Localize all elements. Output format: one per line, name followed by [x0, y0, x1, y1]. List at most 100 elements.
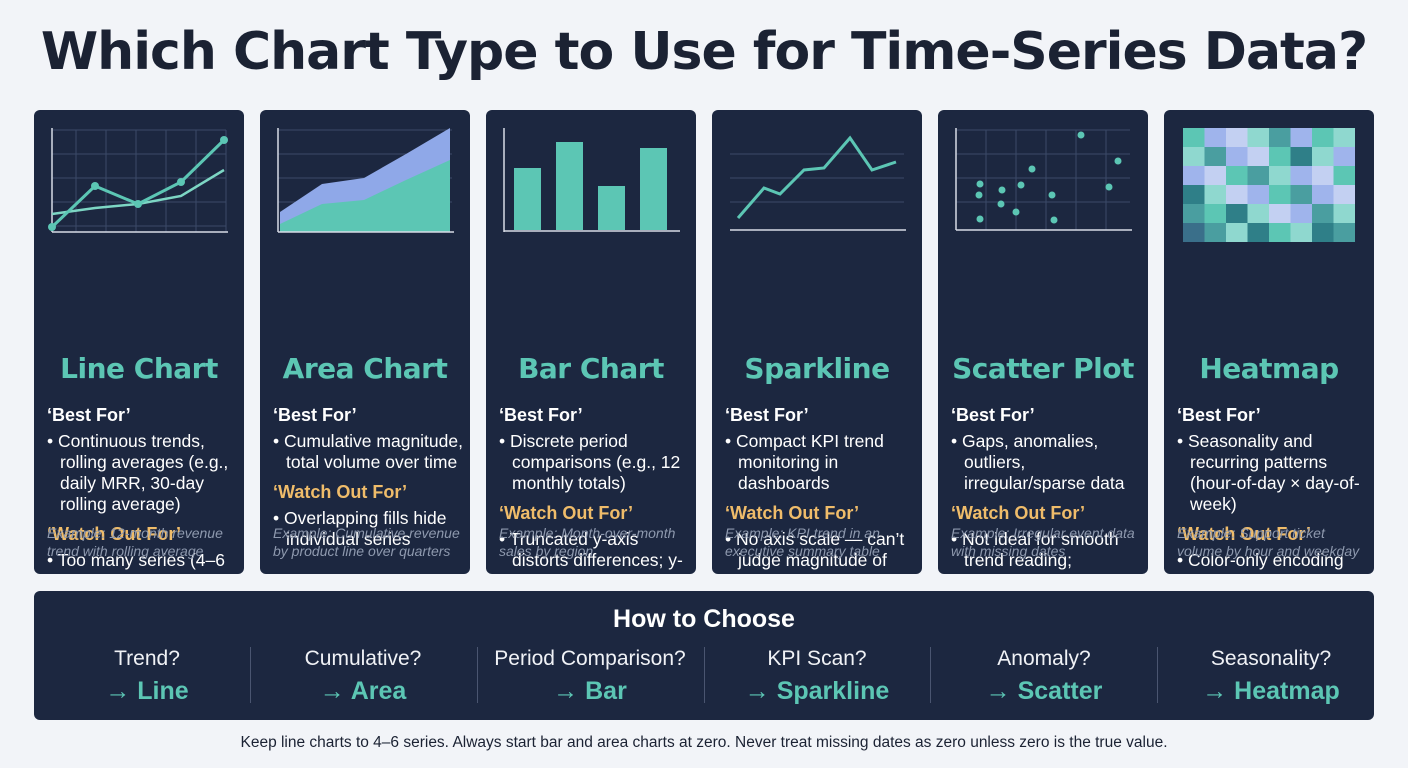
- heatmap-cell: [1312, 166, 1334, 185]
- watch-out-label: ‘Watch Out For’: [499, 503, 633, 523]
- best-for-label: ‘Best For’: [725, 405, 809, 425]
- card-area-chart: Area Chart ‘Best For’ • Cumulative magni…: [260, 110, 470, 574]
- card-scatter-plot: Scatter Plot ‘Best For’ • Gaps, anomalie…: [938, 110, 1148, 574]
- area-chart-icon: [277, 128, 454, 233]
- heatmap-cell: [1183, 166, 1205, 185]
- divider: [250, 647, 251, 703]
- heatmap-cell: [1290, 128, 1312, 147]
- heatmap-cell: [1226, 185, 1248, 204]
- heatmap-cell: [1247, 223, 1269, 242]
- card-line-chart: Line Chart ‘Best For’ • Continuous trend…: [34, 110, 244, 574]
- choose-question: Period Comparison?: [494, 647, 686, 670]
- choose-item-anomaly: Anomaly? → Scatter: [931, 647, 1157, 706]
- page-title: Which Chart Type to Use for Time-Series …: [40, 22, 1368, 82]
- choose-question: Cumulative?: [304, 647, 422, 670]
- scatter-plot-icon: [955, 128, 1132, 231]
- card-title: Line Chart: [60, 352, 218, 385]
- choose-answer: → Heatmap: [1202, 677, 1340, 705]
- heatmap-cell: [1247, 185, 1269, 204]
- heatmap-cell: [1333, 204, 1355, 223]
- best-for-label: ‘Best For’: [1177, 405, 1261, 425]
- heatmap-cell: [1312, 204, 1334, 223]
- watch-out-item: • Overlapping fills hide individual seri…: [273, 508, 447, 549]
- best-for-item: • Gaps, anomalies, outliers, irregular/s…: [951, 431, 1125, 493]
- watch-out-item: • Color-only encoding misleads; use high…: [1177, 550, 1344, 574]
- heatmap-cell: [1269, 223, 1291, 242]
- example-text: Example: KPI trend in an executive summa…: [725, 525, 880, 559]
- heatmap-cell: [1247, 166, 1269, 185]
- heatmap-cell: [1333, 147, 1355, 166]
- best-for-item: • Compact KPI trend monitoring in dashbo…: [725, 431, 884, 493]
- watch-out-label: ‘Watch Out For’: [725, 503, 859, 523]
- heatmap-icon: [1183, 128, 1355, 242]
- watch-out-item: • Too many series (4–6 max) → spaghetti …: [47, 550, 225, 574]
- heatmap-cell: [1226, 128, 1248, 147]
- watch-out-label: ‘Watch Out For’: [1177, 524, 1311, 544]
- heatmap-cell: [1290, 204, 1312, 223]
- heatmap-cell: [1183, 204, 1205, 223]
- choose-answer: → Scatter: [985, 677, 1103, 705]
- heatmap-cell: [1333, 166, 1355, 185]
- watch-out-label: ‘Watch Out For’: [47, 524, 181, 544]
- best-for-item: • Continuous trends, rolling averages (e…: [47, 431, 229, 514]
- heatmap-cell: [1312, 223, 1334, 242]
- heatmap-cell: [1269, 185, 1291, 204]
- heatmap-cell: [1204, 128, 1226, 147]
- card-title: Area Chart: [282, 352, 448, 385]
- heatmap-cell: [1269, 166, 1291, 185]
- watch-out-label: ‘Watch Out For’: [273, 482, 407, 502]
- best-for-item: • Cumulative magnitude, total volume ove…: [273, 431, 463, 472]
- card-title: Scatter Plot: [952, 352, 1134, 385]
- divider: [1157, 647, 1158, 703]
- heatmap-cell: [1312, 147, 1334, 166]
- watch-out-item: • Not ideal for smooth trend reading; ov…: [951, 529, 1130, 574]
- heatmap-cell: [1226, 223, 1248, 242]
- how-to-choose-panel: How to Choose Trend? → Line Cumulative? …: [34, 591, 1374, 720]
- heatmap-cell: [1290, 166, 1312, 185]
- watch-out-label: ‘Watch Out For’: [951, 503, 1085, 523]
- sparkline-icon: [730, 135, 906, 231]
- footer-note: Keep line charts to 4–6 series. Always s…: [240, 734, 1168, 751]
- heatmap-cell: [1204, 185, 1226, 204]
- example-text: Example: Cumulative revenue by product l…: [273, 525, 460, 559]
- example-text: Example: Month-over-month sales by regio…: [499, 525, 676, 559]
- heatmap-cell: [1333, 223, 1355, 242]
- card-title: Bar Chart: [518, 352, 664, 385]
- heatmap-cell: [1269, 204, 1291, 223]
- choose-question: Anomaly?: [997, 647, 1091, 670]
- heatmap-cell: [1269, 147, 1291, 166]
- heatmap-cell: [1312, 185, 1334, 204]
- heatmap-cell: [1226, 147, 1248, 166]
- how-to-choose-title: How to Choose: [613, 605, 795, 633]
- choose-answer: → Line: [105, 677, 189, 705]
- heatmap-cell: [1269, 128, 1291, 147]
- heatmap-cell: [1183, 185, 1205, 204]
- choose-item-kpi-scan: KPI Scan? → Sparkline: [704, 647, 930, 706]
- heatmap-cell: [1183, 223, 1205, 242]
- best-for-item: • Seasonality and recurring patterns (ho…: [1177, 431, 1360, 514]
- choose-answer: → Bar: [553, 677, 627, 705]
- card-sparkline: Sparkline ‘Best For’ • Compact KPI trend…: [712, 110, 922, 574]
- heatmap-cell: [1226, 204, 1248, 223]
- choose-item-trend: Trend? → Line: [34, 647, 260, 706]
- heatmap-cell: [1247, 128, 1269, 147]
- example-text: Example: 12-month revenue trend with rol…: [47, 525, 223, 559]
- heatmap-cell: [1247, 204, 1269, 223]
- divider: [930, 647, 931, 703]
- best-for-label: ‘Best For’: [499, 405, 583, 425]
- watch-out-item: • Truncated y-axis distorts differences;…: [499, 529, 683, 574]
- heatmap-cell: [1204, 204, 1226, 223]
- bar-chart-icon: [503, 128, 680, 232]
- heatmap-cell: [1226, 166, 1248, 185]
- choose-answer: → Sparkline: [744, 677, 890, 705]
- card-title: Heatmap: [1199, 352, 1339, 385]
- choose-answer: → Area: [319, 677, 407, 705]
- card-title: Sparkline: [744, 352, 890, 385]
- heatmap-cell: [1183, 147, 1205, 166]
- divider: [704, 647, 705, 703]
- choose-item-seasonality: Seasonality? → Heatmap: [1158, 647, 1384, 706]
- best-for-label: ‘Best For’: [951, 405, 1035, 425]
- heatmap-cell: [1333, 185, 1355, 204]
- example-text: Example: Support ticket volume by hour a…: [1177, 525, 1360, 559]
- example-text: Example: Irregular event data with missi…: [951, 525, 1135, 559]
